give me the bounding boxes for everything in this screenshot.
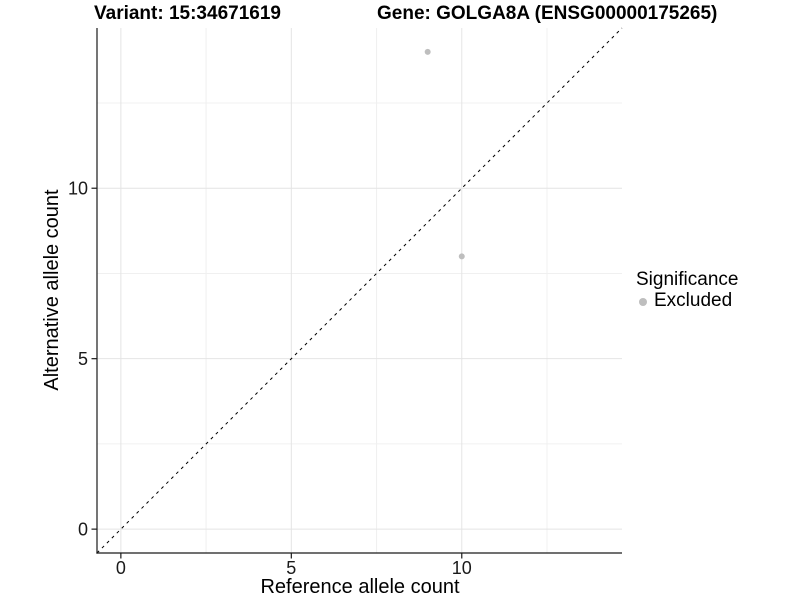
identity-reference-line <box>96 27 623 554</box>
x-tick-label: 10 <box>452 558 472 578</box>
data-point <box>424 48 431 55</box>
x-tick-label: 0 <box>116 558 126 578</box>
x-axis-title: Reference allele count <box>260 576 460 598</box>
y-tick-label: 0 <box>78 519 88 539</box>
y-tick-label: 10 <box>68 179 88 199</box>
legend-title: Significance <box>636 269 739 290</box>
legend-key-dot-icon <box>639 298 647 306</box>
data-point <box>458 253 465 260</box>
legend-item-excluded: Excluded <box>636 291 738 311</box>
legend-item-label: Excluded <box>654 290 733 311</box>
legend: Significance Excluded <box>636 268 738 311</box>
variant-title: Variant: 15:34671619 <box>94 3 281 24</box>
legend-key <box>639 298 647 306</box>
x-tick-label: 5 <box>286 558 296 578</box>
y-axis-title: Alternative allele count <box>41 189 63 391</box>
y-tick-label: 5 <box>78 349 88 369</box>
gene-title: Gene: GOLGA8A (ENSG00000175265) <box>377 3 718 24</box>
